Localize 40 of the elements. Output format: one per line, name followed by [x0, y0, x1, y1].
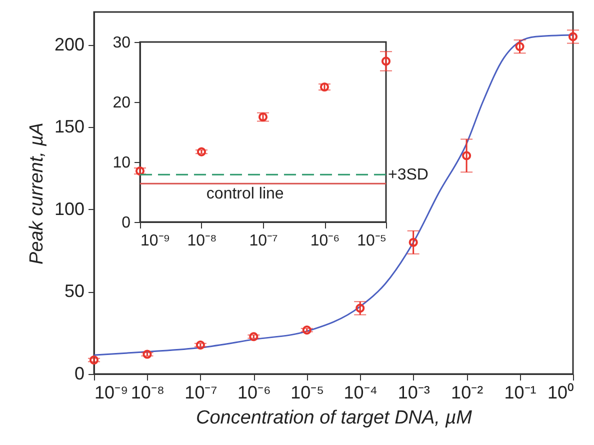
- x-tick-label: 10⁰: [547, 382, 574, 402]
- point: [142, 350, 152, 359]
- point: [381, 56, 391, 66]
- point: [89, 355, 99, 365]
- y-tick-label: 30: [112, 34, 131, 52]
- x-axis-title: Concentration of target DNA, µM: [196, 408, 472, 428]
- ref-line-label: control line: [206, 186, 284, 203]
- x-tick-label: 10⁻⁸: [187, 232, 217, 250]
- y-axis-title: Peak current, µA: [26, 122, 48, 264]
- x-tick-label: 10⁻⁷: [184, 382, 218, 402]
- point: [302, 326, 312, 335]
- point: [408, 238, 418, 247]
- point: [196, 340, 205, 350]
- y-tick-label: 100: [54, 198, 84, 219]
- x-tick-label: 10⁻⁶: [237, 382, 271, 402]
- point: [462, 151, 472, 160]
- y-tick-label: 150: [54, 116, 84, 137]
- point: [515, 42, 524, 52]
- y-tick-label: 20: [112, 94, 131, 112]
- x-tick-label: 10⁻⁹: [140, 232, 170, 250]
- point: [568, 32, 578, 42]
- y-tick-label: 200: [54, 34, 84, 54]
- x-tick-label: 10⁻⁵: [357, 232, 386, 250]
- x-tick-label: 10⁻⁶: [310, 232, 340, 250]
- x-tick-label: 10⁻³: [398, 382, 430, 402]
- y-tick-label: 0: [74, 364, 84, 384]
- point: [249, 332, 258, 342]
- x-tick-label: 10⁻⁷: [249, 232, 278, 250]
- y-tick-label: 50: [64, 281, 84, 302]
- point: [356, 304, 365, 313]
- x-tick-label: 10⁻⁵: [290, 382, 324, 402]
- y-tick-label: 10: [112, 154, 131, 172]
- y-tick-label: 0: [122, 214, 131, 232]
- x-tick-label: 10⁻⁸: [130, 382, 165, 402]
- x-tick-label: 10⁻⁹: [94, 382, 128, 402]
- x-tick-label: 10⁻⁴: [344, 382, 378, 402]
- x-tick-label: 10⁻¹: [504, 382, 536, 402]
- x-tick-label: 10⁻²: [451, 382, 484, 402]
- ref-line-label: +3SD: [388, 166, 428, 184]
- point: [196, 147, 206, 156]
